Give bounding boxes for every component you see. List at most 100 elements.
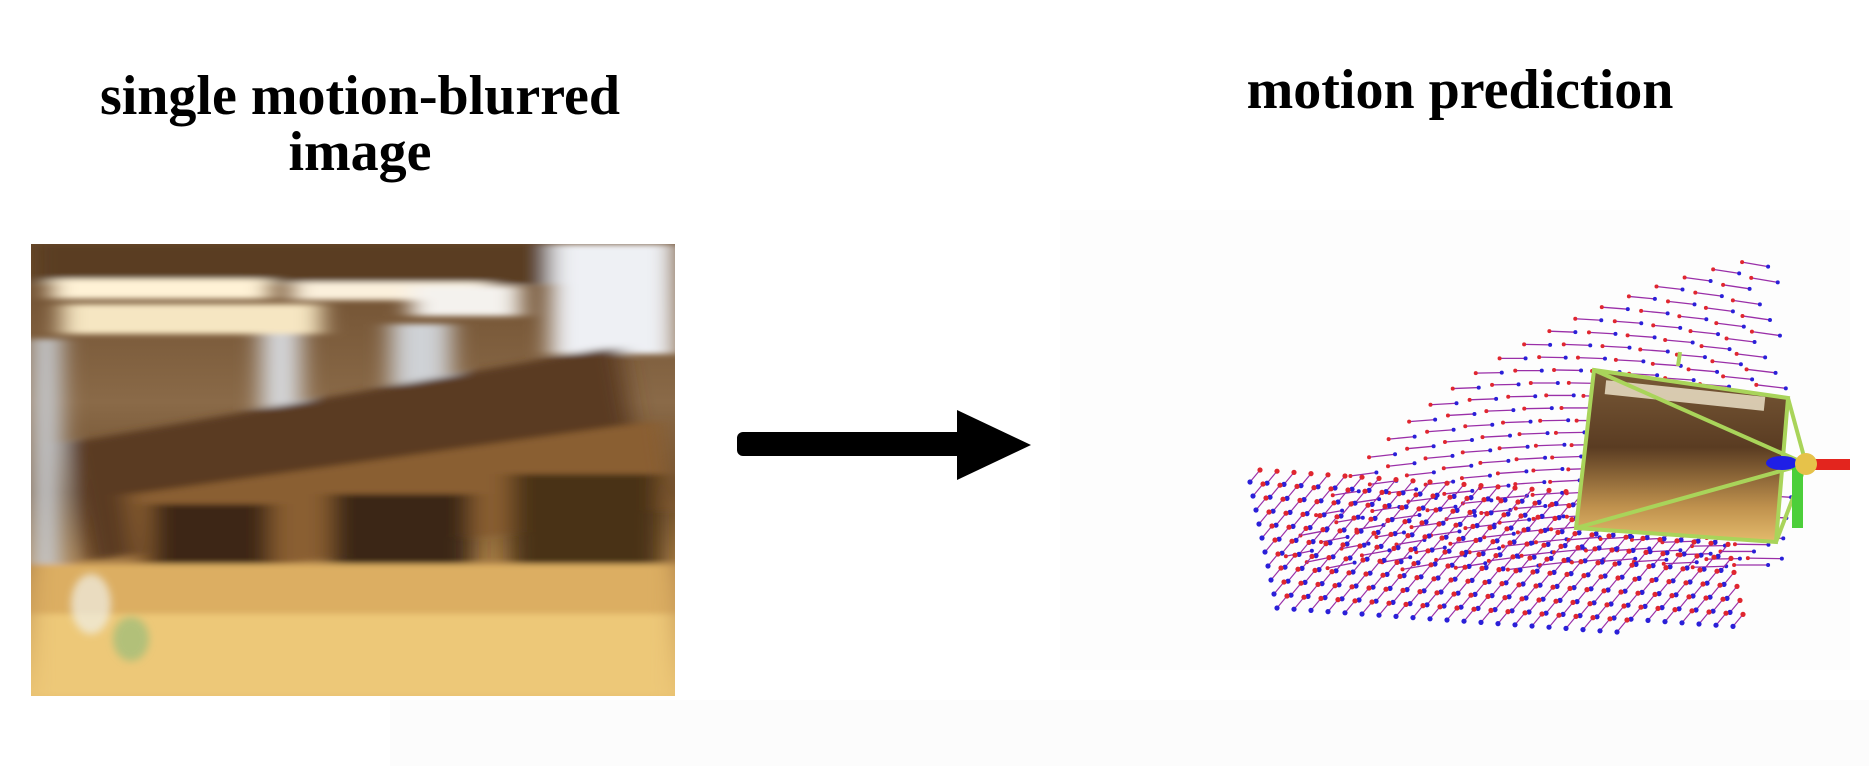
flow-start-point	[1711, 267, 1716, 272]
flow-vector	[1264, 539, 1276, 553]
flow-end-point	[1262, 549, 1268, 555]
flow-end-point	[1542, 480, 1547, 485]
flow-start-point	[1317, 513, 1323, 519]
flow-end-point	[1611, 615, 1617, 621]
flow-end-point	[1273, 522, 1279, 528]
flow-end-point	[1588, 586, 1594, 592]
flow-vector	[1459, 512, 1471, 525]
flow-start-point	[1425, 508, 1430, 513]
flow-end-point	[1542, 527, 1548, 533]
flow-vector	[1540, 561, 1572, 566]
flow-end-point	[1741, 324, 1746, 329]
flow-start-point	[1521, 527, 1527, 533]
flow-vector	[1644, 594, 1656, 607]
flow-vector	[1286, 486, 1298, 499]
flow-end-point	[1313, 553, 1319, 559]
flow-start-point	[1476, 551, 1482, 557]
flow-end-point	[1307, 525, 1313, 531]
flow-end-point	[1349, 486, 1355, 492]
flow-end-point	[1536, 499, 1542, 505]
flow-start-point	[1269, 523, 1275, 529]
flow-end-point	[1627, 533, 1633, 539]
flow-end-point	[1653, 577, 1659, 583]
flow-end-point	[1316, 567, 1322, 573]
flow-start-point	[1420, 603, 1426, 609]
flow-vector	[1741, 261, 1769, 268]
flow-end-point	[1526, 609, 1532, 615]
flow-end-point	[1340, 508, 1345, 513]
flow-start-point	[1291, 469, 1297, 475]
flow-end-point	[1434, 492, 1440, 498]
flow-end-point	[1318, 498, 1324, 504]
flow-vector	[1430, 402, 1457, 406]
flow-end-point	[1647, 549, 1653, 555]
flow-vector	[1563, 343, 1591, 347]
flow-start-point	[1527, 555, 1533, 561]
flow-vector	[1473, 499, 1485, 512]
flow-start-point	[1380, 572, 1386, 578]
flow-vector	[1469, 398, 1497, 401]
flow-vector	[1504, 487, 1516, 501]
flow-start-point	[1561, 342, 1566, 347]
flow-start-point	[1405, 533, 1411, 539]
flow-end-point	[1659, 605, 1665, 611]
flow-start-point	[1732, 562, 1737, 567]
flow-end-point	[1359, 611, 1365, 617]
flow-start-point	[1522, 406, 1527, 411]
flow-start-point	[1689, 608, 1695, 614]
flow-start-point	[1530, 492, 1535, 497]
flow-end-point	[1488, 510, 1494, 516]
flow-end-point	[1506, 483, 1511, 488]
flow-end-point	[1514, 553, 1520, 559]
flow-start-point	[1479, 510, 1484, 515]
flow-start-point	[1518, 513, 1524, 519]
flow-start-point	[1377, 558, 1383, 564]
flow-vector	[1522, 571, 1534, 585]
flow-vector	[1672, 568, 1684, 582]
flow-start-point	[1564, 571, 1570, 577]
flow-end-point	[1525, 526, 1531, 532]
flow-start-point	[1693, 290, 1698, 295]
flow-end-point	[1488, 448, 1493, 453]
flow-vector	[1508, 395, 1536, 398]
flow-start-point	[1298, 580, 1304, 586]
flow-vector	[1273, 581, 1285, 595]
flow-end-point	[1264, 480, 1270, 486]
flow-vector	[1602, 345, 1630, 349]
flow-end-point	[1309, 548, 1314, 553]
flow-start-point	[1528, 380, 1533, 385]
flow-start-point	[1461, 481, 1467, 487]
flow-end-point	[1633, 561, 1639, 567]
flow-end-point	[1636, 575, 1642, 581]
flow-start-point	[1450, 386, 1455, 391]
flow-vector	[1444, 439, 1473, 443]
flow-vector	[1397, 535, 1409, 548]
flow-start-point	[1374, 544, 1380, 550]
flow-end-point	[1594, 614, 1600, 620]
flow-start-point	[1397, 573, 1403, 579]
flow-start-point	[1744, 367, 1749, 372]
flow-end-point	[1599, 318, 1604, 323]
flow-vector	[1482, 435, 1511, 438]
flow-vector	[1647, 608, 1659, 621]
flow-end-point	[1418, 574, 1424, 580]
flow-start-point	[1292, 552, 1298, 558]
flow-start-point	[1405, 446, 1410, 451]
flow-end-point	[1715, 553, 1721, 559]
flow-end-point	[1452, 576, 1458, 582]
flow-end-point	[1563, 355, 1568, 360]
flow-start-point	[1734, 351, 1739, 356]
flow-end-point	[1576, 530, 1582, 536]
flow-start-point	[1371, 530, 1377, 536]
flow-end-point	[1577, 613, 1583, 619]
flow-start-point	[1618, 589, 1624, 595]
flow-start-point	[1706, 609, 1712, 615]
flow-end-point	[1383, 489, 1389, 495]
flow-vector	[1293, 596, 1305, 610]
flow-start-point	[1490, 382, 1495, 387]
flow-vector	[1524, 502, 1536, 516]
flow-start-point	[1359, 474, 1365, 480]
flow-start-point	[1409, 525, 1414, 530]
flow-vector	[1417, 550, 1429, 564]
flow-start-point	[1334, 514, 1340, 520]
